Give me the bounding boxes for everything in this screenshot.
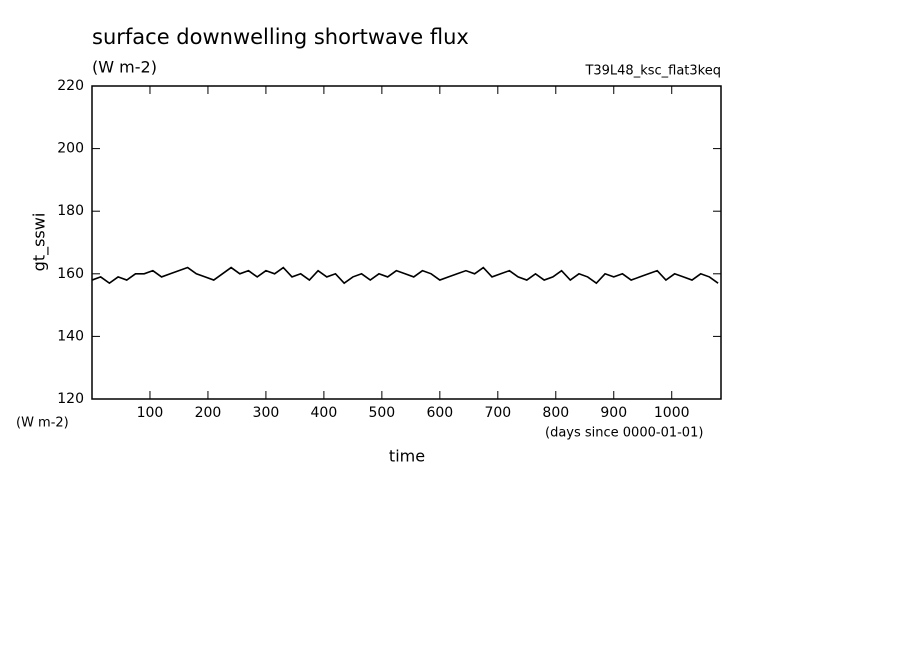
x-tick-label: 600 bbox=[426, 405, 453, 421]
y-tick-label: 140 bbox=[57, 328, 84, 344]
x-unit-label: (days since 0000-01-01) bbox=[545, 426, 703, 441]
x-tick-label: 500 bbox=[368, 405, 395, 421]
data-line bbox=[91, 266, 719, 285]
x-tick-label: 200 bbox=[195, 405, 222, 421]
subtitle: (W m-2) bbox=[92, 58, 157, 77]
x-axis-label: time bbox=[389, 447, 425, 466]
chart-title: surface downwelling shortwave flux bbox=[92, 25, 469, 49]
x-tick-label: 1000 bbox=[654, 405, 690, 421]
y-tick-label: 220 bbox=[57, 78, 84, 94]
x-tick-label: 300 bbox=[253, 405, 280, 421]
run-label: T39L48_ksc_flat3keq bbox=[584, 64, 721, 79]
x-tick-label: 700 bbox=[484, 405, 511, 421]
x-tick-label: 900 bbox=[600, 405, 627, 421]
y-tick-label: 120 bbox=[57, 391, 84, 407]
x-tick-label: 800 bbox=[542, 405, 569, 421]
y-tick-label: 200 bbox=[57, 141, 84, 157]
y-tick-label: 180 bbox=[57, 203, 84, 219]
plot-frame bbox=[91, 85, 722, 400]
y-axis-label: gt_sswi bbox=[30, 213, 50, 272]
x-tick-label: 400 bbox=[311, 405, 338, 421]
x-tick-label: 100 bbox=[137, 405, 164, 421]
y-unit-label: (W m-2) bbox=[16, 416, 69, 431]
y-tick-label: 160 bbox=[57, 266, 84, 282]
